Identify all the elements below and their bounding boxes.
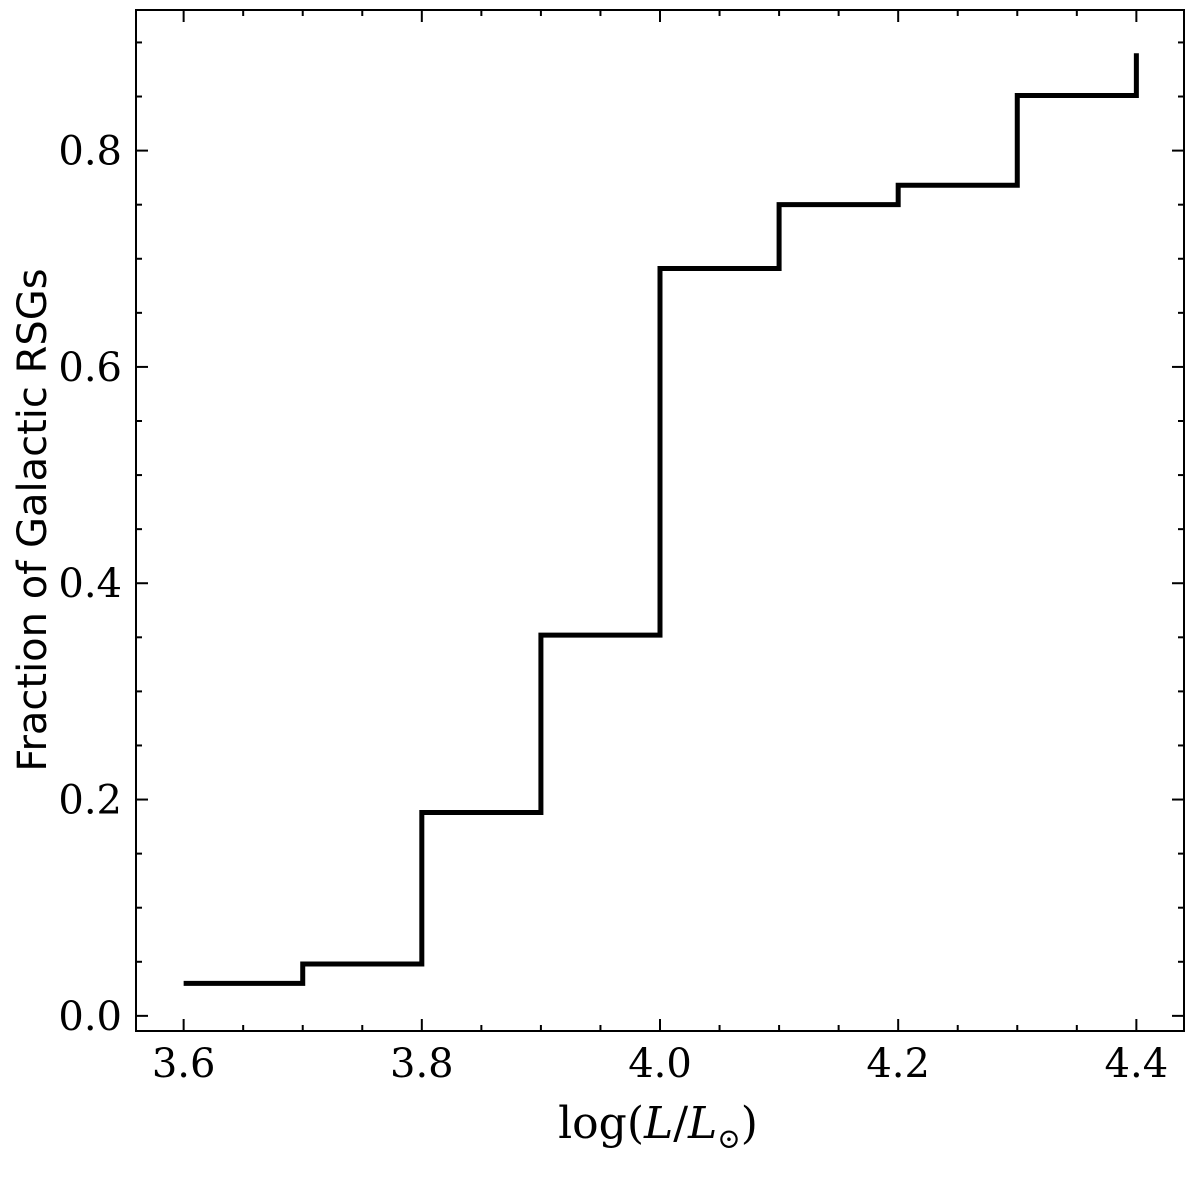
major-ticks (136, 10, 1184, 1031)
y-axis-label: Fraction of Galactic RSGs (10, 268, 56, 771)
x-label-L: L (643, 1098, 673, 1149)
x-tick-label: 3.8 (390, 1041, 454, 1087)
y-tick-label: 0.8 (58, 129, 122, 175)
x-label-sun-symbol: ⊙ (717, 1122, 740, 1155)
step-series-line (183, 53, 1139, 986)
tick-labels: 3.6 3.8 4.0 4.2 4.4 0.0 0.2 0.4 0.6 0.8 (58, 129, 1168, 1087)
x-label-suffix: ) (741, 1098, 758, 1149)
x-tick-label: 3.6 (152, 1041, 216, 1087)
x-tick-label: 4.0 (628, 1041, 692, 1087)
y-tick-label: 0.4 (58, 561, 122, 607)
x-tick-label: 4.2 (866, 1041, 930, 1087)
y-tick-label: 0.2 (58, 778, 122, 824)
minor-ticks (136, 10, 1184, 1031)
y-tick-label: 0.6 (58, 345, 122, 391)
x-label-slash: / (673, 1098, 688, 1149)
x-label-prefix: log( (558, 1098, 644, 1149)
y-tick-label: 0.0 (58, 994, 122, 1040)
x-label-Lsun: L (687, 1098, 717, 1149)
x-tick-label: 4.4 (1105, 1041, 1169, 1087)
x-axis-label: log(L/L⊙) (558, 1098, 758, 1155)
